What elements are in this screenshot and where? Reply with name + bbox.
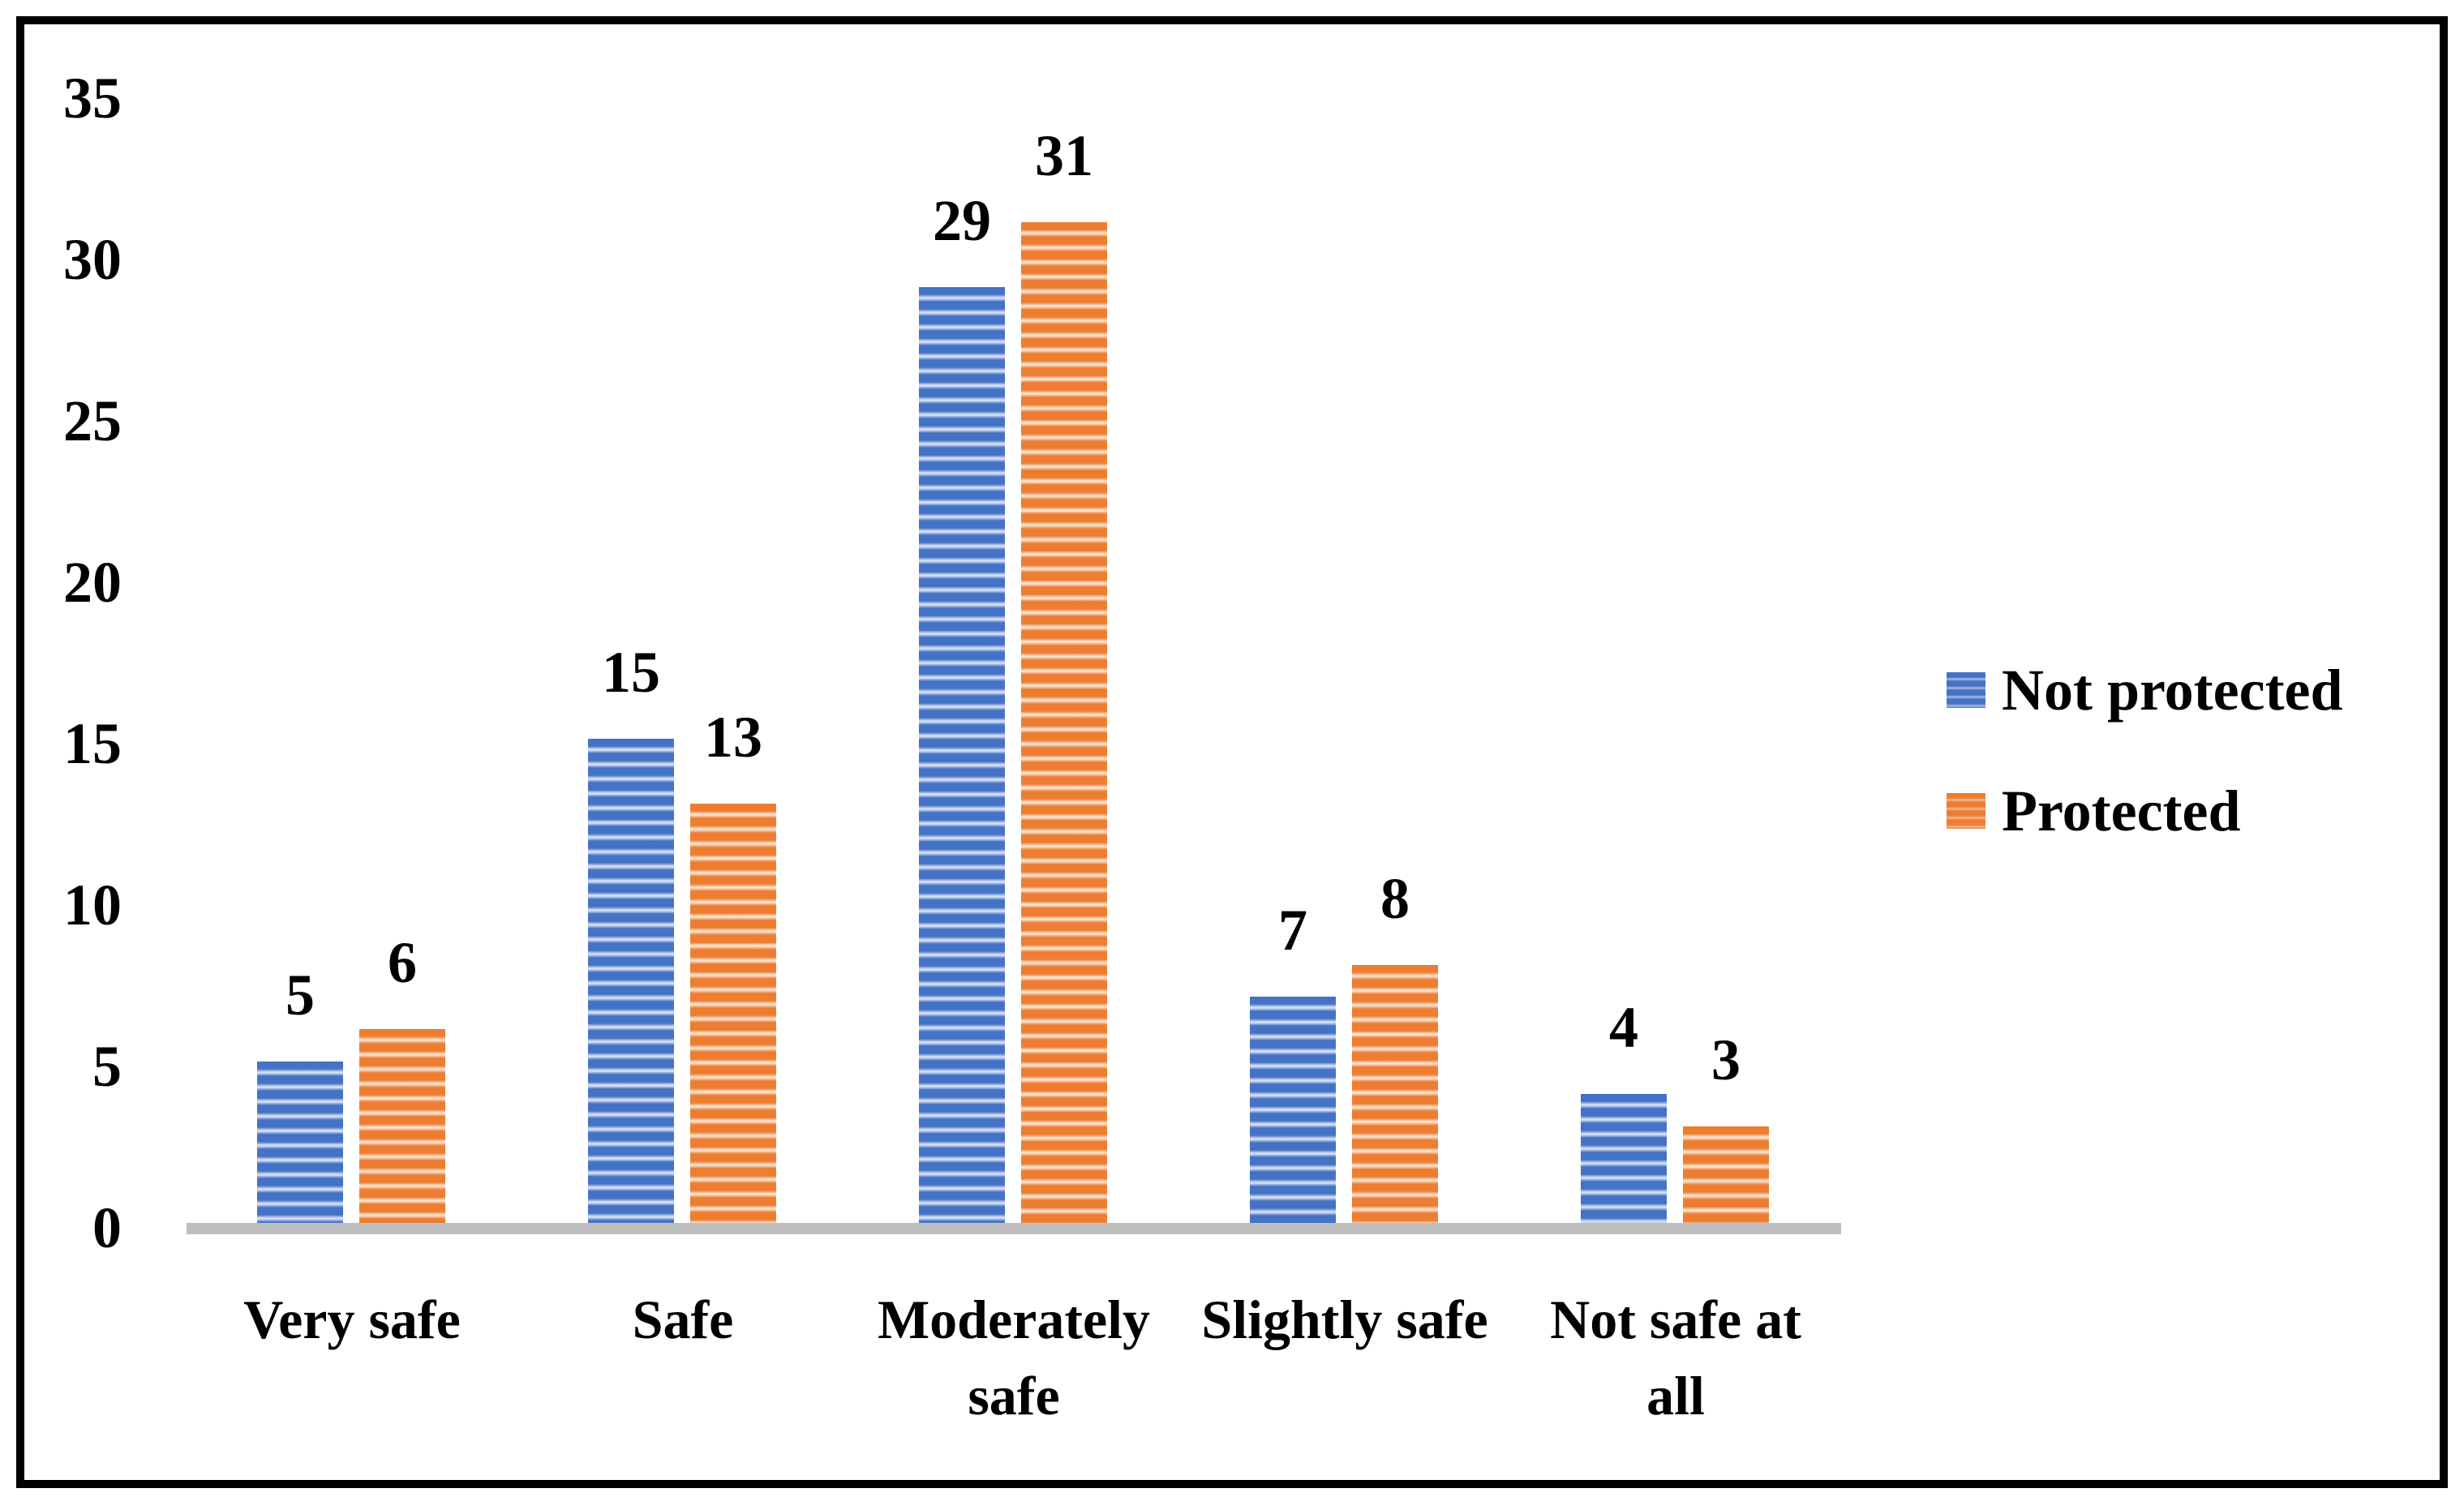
x-axis-line (187, 1223, 1841, 1234)
x-category-label-not-safe-at-all: Not safe at all (1550, 1289, 1801, 1426)
x-category-label-moderately-safe: Moderately safe (877, 1289, 1151, 1426)
bar-value-label-protected-very-safe: 6 (388, 930, 417, 995)
y-tick-label-25: 25 (63, 388, 122, 453)
y-tick-label-0: 0 (92, 1195, 122, 1260)
legend: Not protected Protected (1947, 654, 2343, 847)
bar-value-label-protected-moderately-safe: 31 (1035, 123, 1093, 188)
bar-value-label-not-protected-not-safe-at-all: 4 (1609, 995, 1638, 1060)
x-category-label-slightly-safe: Slightly safe (1201, 1289, 1488, 1350)
bar-protected-very-safe (359, 1029, 445, 1223)
bar-value-label-not-protected-moderately-safe: 29 (933, 188, 991, 253)
bar-value-label-protected-not-safe-at-all: 3 (1711, 1027, 1741, 1092)
y-tick-label-35: 35 (63, 66, 122, 131)
bar-value-label-not-protected-safe: 15 (602, 640, 660, 705)
bar-not-protected-moderately-safe (919, 287, 1005, 1223)
y-tick-label-5: 5 (92, 1034, 122, 1099)
y-tick-label-15: 15 (63, 711, 122, 776)
legend-item-not-protected: Not protected (1947, 654, 2343, 727)
x-category-label-very-safe: Very safe (243, 1289, 461, 1350)
bar-protected-slightly-safe (1352, 965, 1438, 1223)
bar-value-label-not-protected-very-safe: 5 (285, 963, 315, 1027)
bar-not-protected-very-safe (257, 1062, 343, 1223)
legend-label-protected: Protected (2002, 779, 2241, 843)
y-tick-label-20: 20 (63, 550, 122, 615)
chart-frame-border (16, 16, 2448, 1488)
bar-protected-safe (690, 804, 776, 1223)
legend-swatch-not-protected-icon (1947, 672, 1985, 708)
y-tick-label-10: 10 (63, 873, 122, 937)
bar-not-protected-not-safe-at-all (1581, 1094, 1667, 1223)
x-category-label-safe: Safe (632, 1289, 734, 1350)
bar-value-label-protected-safe: 13 (704, 705, 762, 770)
legend-swatch-protected-icon (1947, 793, 1985, 829)
bar-not-protected-slightly-safe (1250, 997, 1336, 1223)
bar-protected-moderately-safe (1021, 222, 1107, 1223)
bar-value-label-protected-slightly-safe: 8 (1380, 866, 1410, 931)
legend-label-not-protected: Not protected (2002, 658, 2343, 723)
legend-item-protected: Protected (1947, 774, 2343, 847)
bar-not-protected-safe (588, 739, 674, 1223)
bar-protected-not-safe-at-all (1683, 1126, 1769, 1223)
y-tick-label-30: 30 (63, 227, 122, 292)
bar-value-label-not-protected-slightly-safe: 7 (1278, 898, 1307, 963)
